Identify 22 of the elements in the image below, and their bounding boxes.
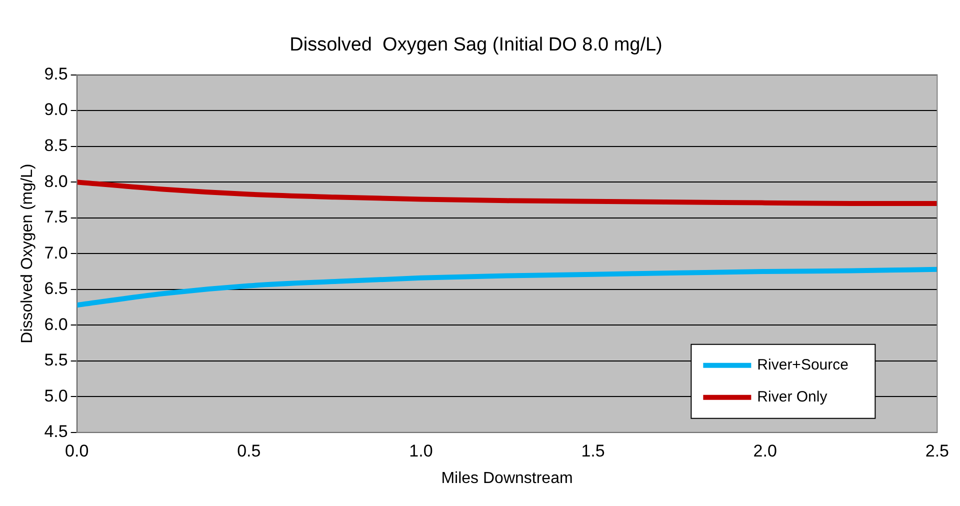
y-tick-label: 5.5	[44, 350, 68, 370]
x-tick-label: 1.5	[581, 441, 605, 460]
y-tick-label: 6.0	[44, 314, 68, 334]
x-axis-title: Miles Downstream	[441, 470, 573, 487]
y-tick-label: 4.5	[44, 422, 68, 442]
legend-label: River Only	[757, 388, 828, 406]
y-tick-label: 9.0	[44, 100, 68, 120]
x-tick-label: 1.0	[409, 441, 433, 460]
y-tick-label: 5.0	[44, 386, 68, 406]
y-tick-label: 9.5	[44, 64, 68, 84]
y-tick-label: 7.5	[44, 208, 68, 227]
x-tick-label: 0.5	[237, 441, 261, 460]
y-axis-title: Dissolved Oxygen (mg/L)	[19, 164, 36, 344]
x-tick-label: 0.0	[65, 441, 89, 460]
y-tick-label: 8.5	[44, 136, 68, 156]
chart-title: Dissolved Oxygen Sag (Initial DO 8.0 mg/L)	[290, 34, 662, 56]
x-tick-label: 2.5	[925, 441, 950, 460]
y-tick-label: 6.5	[44, 279, 68, 298]
legend-label: River+Source	[757, 356, 848, 374]
y-tick-label: 7.0	[44, 243, 68, 262]
x-tick-label: 2.0	[753, 441, 777, 460]
y-tick-label: 8.0	[44, 172, 68, 191]
